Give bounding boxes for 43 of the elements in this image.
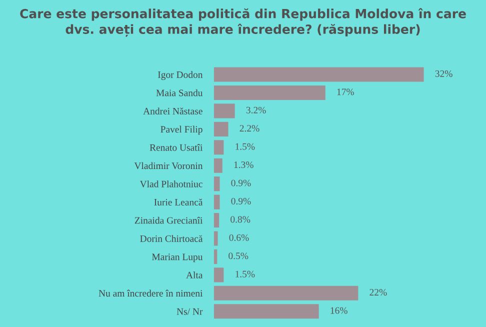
y-tick-label: Pavel Filip — [160, 126, 202, 135]
y-tick-label: Zinaida Grecianîi — [134, 216, 203, 224]
y-tick-label: Marian Lupu — [152, 254, 203, 262]
data-label: 1.3% — [234, 161, 254, 168]
data-label: 16% — [330, 307, 348, 314]
y-tick-label: Igor Dodon — [158, 71, 203, 80]
bar — [214, 304, 319, 319]
bar — [214, 104, 235, 118]
data-label: 1.5% — [236, 270, 255, 278]
bar — [214, 286, 358, 300]
data-label: 1.5% — [236, 143, 255, 150]
data-label: 0.5% — [228, 252, 248, 260]
bar — [214, 122, 228, 136]
data-label: 2.2% — [240, 125, 260, 132]
data-label: 0.9% — [231, 180, 251, 186]
bar — [214, 268, 224, 282]
data-label: 0.9% — [231, 198, 251, 205]
y-tick-label: Renato Usatîi — [150, 144, 203, 151]
y-tick-label: Alta — [186, 272, 203, 278]
bar — [214, 140, 224, 155]
data-label: 3.2% — [246, 106, 266, 114]
bar — [214, 249, 218, 264]
y-tick-label: Vladimir Voronin — [134, 162, 203, 170]
chart-title: Care este personalitatea politică din Republica Moldova în care dvs. aveți cea mai mare încredere? (răspuns liber) — [20, 8, 466, 37]
data-label: 22% — [370, 289, 387, 296]
y-tick-label: Iurie Leancă — [154, 198, 203, 206]
data-label: 17% — [337, 88, 354, 96]
bar — [214, 158, 222, 173]
bar — [214, 194, 220, 210]
y-tick-label: Dorin Chirtoacă — [140, 235, 203, 242]
y-tick-label: Maia Sandu — [156, 89, 203, 96]
y-tick-label: Vlad Plahotniuc — [140, 180, 202, 188]
y-tick-label: Nu am încredere în nimeni — [98, 290, 203, 297]
data-label: 32% — [435, 70, 452, 77]
bar — [214, 176, 220, 192]
data-label: 0.6% — [229, 234, 249, 241]
bar — [214, 85, 326, 100]
bar — [214, 67, 424, 82]
y-tick-label: Ns/ Nr — [176, 308, 203, 315]
bar — [214, 231, 218, 246]
data-label: 0.8% — [230, 216, 250, 223]
y-tick-label: Andrei Năstase — [143, 108, 202, 114]
bar — [214, 212, 220, 228]
